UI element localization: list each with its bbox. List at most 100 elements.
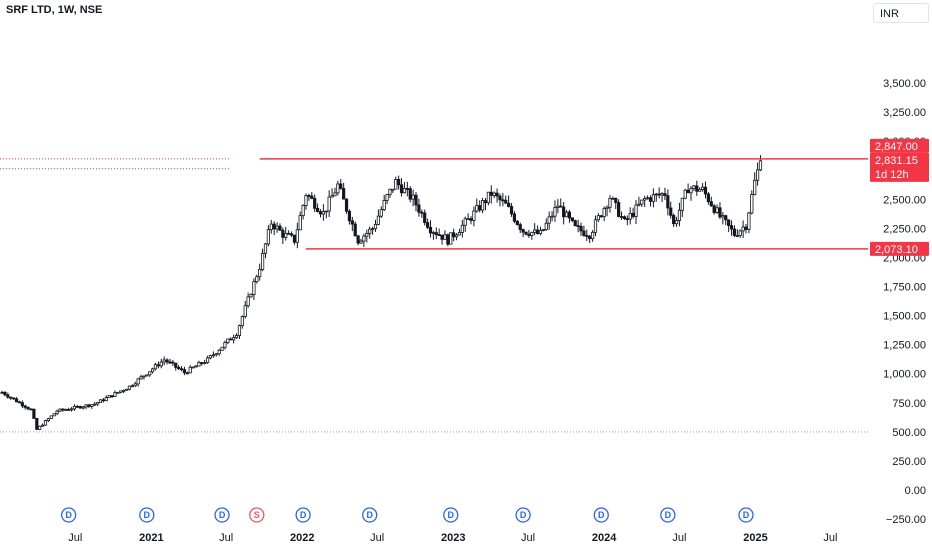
dividend-marker bbox=[139, 507, 155, 523]
candle-body bbox=[750, 194, 754, 214]
candle-body bbox=[423, 212, 427, 223]
candle-body bbox=[686, 189, 690, 194]
candle-body bbox=[518, 224, 522, 230]
marker-label: D bbox=[144, 510, 151, 520]
candle-body bbox=[622, 216, 627, 220]
candle-body bbox=[197, 362, 201, 367]
candle-body bbox=[657, 193, 661, 196]
candle-body bbox=[67, 409, 71, 411]
candle-body bbox=[211, 354, 215, 357]
y-tick-label: 500.00 bbox=[892, 427, 926, 439]
horizontal-levels[interactable] bbox=[259, 158, 868, 250]
candle-body bbox=[509, 206, 514, 215]
level-tag-lower bbox=[870, 241, 929, 256]
candle-body bbox=[119, 390, 123, 393]
last-price-tag-text: 1d 12h bbox=[875, 169, 909, 181]
candle-body bbox=[38, 425, 42, 430]
candle-body bbox=[98, 399, 103, 403]
candle-body bbox=[327, 196, 331, 212]
candle-body bbox=[232, 337, 236, 341]
candle-body bbox=[313, 198, 317, 209]
candle-body bbox=[330, 195, 334, 198]
candle-body bbox=[292, 234, 297, 243]
candle-body bbox=[122, 389, 126, 392]
x-tick-label: Jul bbox=[823, 532, 837, 544]
candle-body bbox=[179, 368, 184, 371]
candle-body bbox=[504, 199, 508, 204]
y-tick-label: 0.00 bbox=[905, 485, 926, 497]
candle-body bbox=[437, 234, 441, 236]
candle-body bbox=[541, 229, 545, 231]
candle-body bbox=[376, 215, 380, 225]
dividend-marker bbox=[295, 507, 311, 523]
candle-body bbox=[171, 361, 175, 364]
candle-body bbox=[356, 235, 360, 244]
marker-label: D bbox=[598, 510, 605, 520]
candle-body bbox=[475, 205, 479, 212]
currency-selector[interactable]: INR bbox=[873, 3, 929, 23]
candle-body bbox=[260, 252, 265, 270]
candle-body bbox=[669, 207, 673, 216]
candle-body bbox=[342, 188, 346, 200]
candle-body bbox=[75, 405, 79, 408]
marker-label: D bbox=[65, 510, 72, 520]
candle-body bbox=[252, 281, 256, 295]
candle-body bbox=[645, 197, 650, 200]
last-price-tag bbox=[870, 152, 929, 182]
candle-body bbox=[515, 220, 519, 225]
marker-label: D bbox=[219, 510, 226, 520]
candle-body bbox=[567, 211, 572, 219]
candle-body bbox=[370, 228, 375, 231]
candle-body bbox=[203, 362, 207, 364]
candle-body bbox=[634, 204, 638, 217]
candle-body bbox=[194, 365, 198, 368]
marker-label: D bbox=[366, 510, 373, 520]
y-tick-label: 3,250.00 bbox=[883, 107, 926, 119]
candle-body bbox=[52, 413, 56, 417]
candle-body bbox=[133, 383, 137, 387]
candle-body bbox=[672, 214, 676, 225]
candle-body bbox=[350, 220, 354, 225]
candle-body bbox=[544, 222, 548, 230]
candle-body bbox=[315, 207, 320, 212]
candle-body bbox=[324, 210, 328, 213]
candle-body bbox=[625, 218, 629, 221]
candle-body bbox=[535, 229, 540, 234]
candle-body bbox=[741, 226, 745, 232]
candle-body bbox=[373, 223, 378, 230]
candle-body bbox=[611, 197, 615, 200]
candle-body bbox=[556, 205, 560, 208]
candle-body bbox=[449, 232, 453, 245]
time-axis[interactable]: Jul 2021 Jul 2022 Jul 2023 Jul 2024 Jul 2025 Jul bbox=[68, 532, 837, 544]
candle-body bbox=[336, 183, 340, 194]
candle-body bbox=[32, 408, 36, 419]
candle-body bbox=[287, 232, 291, 235]
candle-body bbox=[573, 220, 577, 227]
candle-body bbox=[40, 424, 45, 427]
candle-body bbox=[454, 234, 459, 238]
candle-body bbox=[136, 378, 140, 385]
last-price-tag-text: 2,831.15 bbox=[875, 155, 918, 167]
candle-body bbox=[295, 229, 299, 243]
candle-body bbox=[674, 220, 679, 225]
candle-body bbox=[35, 418, 39, 430]
candle-body bbox=[753, 179, 757, 195]
candle-body bbox=[81, 406, 85, 409]
candle-body bbox=[727, 219, 731, 226]
candle-body bbox=[165, 359, 169, 363]
candle-body bbox=[564, 211, 569, 218]
candle-body bbox=[46, 418, 50, 422]
candle-body bbox=[698, 189, 702, 192]
candle-body bbox=[405, 188, 409, 190]
marker-label: S bbox=[254, 510, 260, 520]
candle-body bbox=[648, 197, 653, 202]
candle-body bbox=[78, 406, 82, 409]
candle-body bbox=[266, 229, 270, 245]
candle-body bbox=[116, 391, 120, 394]
candle-body bbox=[399, 184, 404, 194]
marker-label: D bbox=[665, 510, 672, 520]
level-tag-upper-text: 2,847.00 bbox=[875, 141, 918, 153]
candle-body bbox=[310, 195, 314, 199]
